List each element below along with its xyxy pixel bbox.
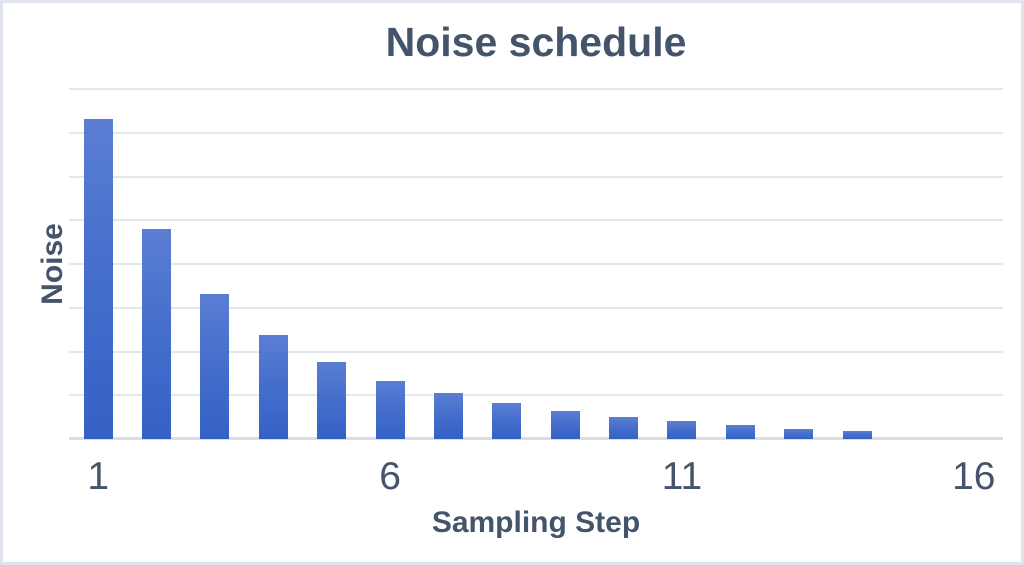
bar-step-9 bbox=[550, 410, 580, 439]
x-tick-label-6: 6 bbox=[379, 455, 401, 498]
gridline bbox=[69, 350, 1003, 353]
bar-step-11 bbox=[667, 420, 697, 439]
bar-step-8 bbox=[492, 403, 522, 439]
bar-step-6 bbox=[375, 380, 405, 439]
x-tick-label-16: 16 bbox=[952, 455, 996, 498]
bar-step-2 bbox=[142, 228, 172, 439]
bar-step-4 bbox=[258, 335, 288, 439]
x-axis-line bbox=[69, 437, 1003, 440]
gridline bbox=[69, 263, 1003, 265]
gridline bbox=[69, 306, 1003, 309]
gridline bbox=[69, 175, 1003, 178]
bar-step-12 bbox=[725, 424, 755, 439]
plot-area bbox=[69, 88, 1003, 440]
gridline bbox=[69, 394, 1003, 397]
gridline bbox=[69, 88, 1003, 90]
x-tick-label-1: 1 bbox=[87, 455, 110, 498]
x-tick-label-11: 11 bbox=[661, 455, 703, 498]
chart-title: Noise schedule bbox=[385, 19, 687, 65]
gridline bbox=[69, 219, 1003, 222]
bar-step-10 bbox=[609, 416, 639, 439]
gridline bbox=[69, 131, 1003, 134]
bar-step-5 bbox=[317, 362, 347, 439]
y-axis-title-text: Noise bbox=[36, 223, 69, 305]
x-axis-title: Sampling Step bbox=[431, 506, 641, 539]
bar-step-7 bbox=[433, 393, 463, 439]
bar-step-1 bbox=[83, 119, 113, 439]
bar-step-13 bbox=[784, 428, 814, 439]
bar-step-3 bbox=[200, 293, 230, 439]
bar-step-14 bbox=[842, 431, 872, 439]
